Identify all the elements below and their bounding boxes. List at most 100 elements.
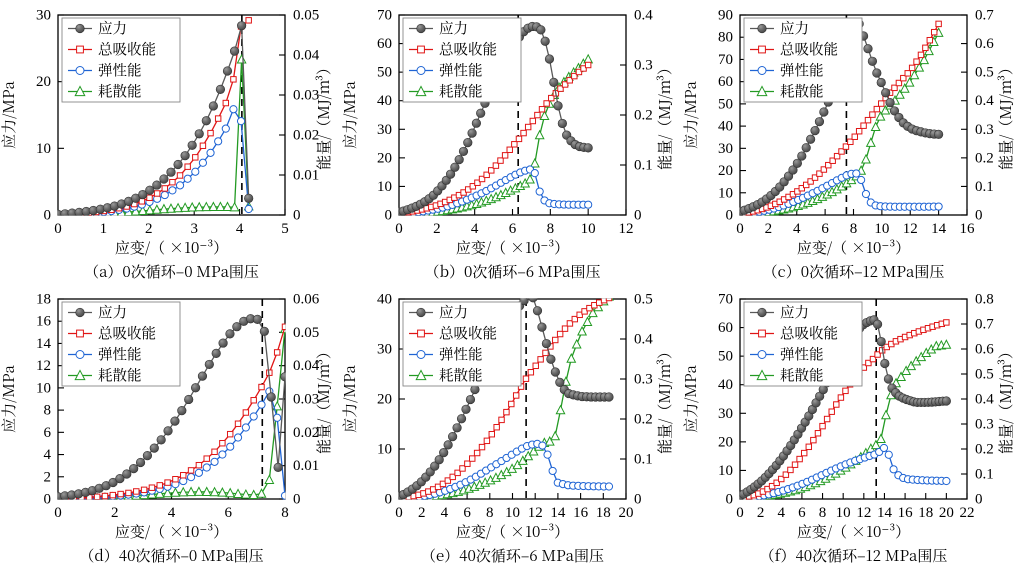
svg-text:弹性能: 弹性能 — [439, 344, 483, 365]
svg-text:能量/（MJ/m³）: 能量/（MJ/m³） — [313, 60, 334, 170]
svg-text:40: 40 — [377, 292, 392, 308]
svg-text:20: 20 — [377, 392, 392, 408]
svg-text:总吸收能: 总吸收能 — [439, 39, 497, 60]
svg-text:8: 8 — [486, 505, 494, 521]
svg-text:14: 14 — [36, 336, 52, 352]
svg-text:0: 0 — [54, 505, 62, 521]
svg-text:0.1: 0.1 — [634, 452, 653, 468]
svg-text:应变/（ ×10⁻³）: 应变/（ ×10⁻³） — [456, 237, 569, 258]
svg-text:60: 60 — [377, 36, 392, 52]
svg-text:0: 0 — [385, 208, 393, 224]
svg-text:（b）0次循环–6 MPa围压: （b）0次循环–6 MPa围压 — [424, 261, 600, 282]
svg-text:弹性能: 弹性能 — [98, 60, 142, 81]
svg-text:60: 60 — [718, 320, 733, 336]
svg-text:能量/（MJ/m³）: 能量/（MJ/m³） — [995, 60, 1016, 170]
svg-text:2: 2 — [433, 221, 441, 237]
svg-text:0: 0 — [634, 492, 642, 508]
svg-text:20: 20 — [938, 505, 953, 521]
svg-text:40: 40 — [718, 377, 733, 393]
svg-text:应力/MPa: 应力/MPa — [682, 364, 701, 432]
svg-text:10: 10 — [377, 442, 392, 458]
svg-text:70: 70 — [718, 52, 733, 68]
svg-text:耗散能: 耗散能 — [439, 81, 483, 102]
svg-text:10: 10 — [718, 463, 733, 479]
svg-text:能量/（MJ/m³）: 能量/（MJ/m³） — [654, 344, 675, 454]
svg-text:6: 6 — [821, 221, 829, 237]
svg-text:4: 4 — [793, 221, 801, 237]
svg-text:70: 70 — [718, 292, 733, 308]
svg-text:0.6: 0.6 — [975, 36, 994, 52]
svg-text:2: 2 — [145, 221, 153, 237]
svg-text:6: 6 — [44, 425, 52, 441]
svg-text:10: 10 — [377, 179, 392, 195]
svg-text:0: 0 — [395, 505, 403, 521]
svg-text:0.2: 0.2 — [975, 150, 994, 166]
svg-text:4: 4 — [471, 221, 479, 237]
svg-text:2: 2 — [764, 221, 772, 237]
svg-text:12: 12 — [528, 505, 543, 521]
svg-text:0.7: 0.7 — [975, 8, 994, 24]
svg-text:0.6: 0.6 — [975, 342, 994, 358]
svg-text:0.3: 0.3 — [634, 372, 653, 388]
svg-text:0.4: 0.4 — [975, 392, 994, 408]
svg-text:0: 0 — [725, 492, 733, 508]
svg-text:12: 12 — [902, 221, 917, 237]
svg-text:0: 0 — [44, 492, 52, 508]
svg-text:应力: 应力 — [780, 302, 809, 323]
svg-text:22: 22 — [959, 505, 974, 521]
svg-text:耗散能: 耗散能 — [780, 365, 824, 386]
svg-text:12: 12 — [36, 358, 51, 374]
svg-text:0.4: 0.4 — [975, 93, 994, 109]
svg-text:16: 16 — [573, 505, 589, 521]
svg-text:（e）40次循环–6 MPa围压: （e）40次循环–6 MPa围压 — [421, 545, 604, 566]
svg-text:30: 30 — [377, 122, 392, 138]
svg-text:0.5: 0.5 — [634, 292, 653, 308]
svg-text:总吸收能: 总吸收能 — [98, 39, 156, 60]
svg-text:90: 90 — [718, 8, 733, 24]
svg-text:6: 6 — [509, 221, 517, 237]
svg-text:应变/（ ×10⁻³）: 应变/（ ×10⁻³） — [456, 521, 569, 542]
svg-text:0.2: 0.2 — [975, 442, 994, 458]
svg-text:6: 6 — [463, 505, 471, 521]
svg-text:40: 40 — [718, 119, 733, 135]
svg-text:18: 18 — [596, 505, 611, 521]
svg-text:应变/（ ×10⁻³）: 应变/（ ×10⁻³） — [115, 521, 228, 542]
svg-text:总吸收能: 总吸收能 — [780, 39, 838, 60]
svg-text:8: 8 — [281, 505, 289, 521]
svg-text:（f）40次循环–12 MPa围压: （f）40次循环–12 MPa围压 — [759, 545, 947, 566]
svg-text:12: 12 — [619, 221, 634, 237]
svg-text:16: 16 — [36, 314, 52, 330]
svg-text:0: 0 — [725, 208, 733, 224]
svg-text:0.3: 0.3 — [975, 122, 994, 138]
svg-text:0.1: 0.1 — [975, 467, 994, 483]
svg-text:0.2: 0.2 — [634, 108, 653, 124]
svg-text:应变/（ ×10⁻³）: 应变/（ ×10⁻³） — [115, 237, 228, 258]
svg-text:40: 40 — [377, 93, 392, 109]
svg-text:应力: 应力 — [98, 18, 127, 39]
svg-text:应力/MPa: 应力/MPa — [682, 80, 701, 148]
svg-text:30: 30 — [718, 141, 733, 157]
svg-text:0.3: 0.3 — [634, 58, 653, 74]
svg-text:10: 10 — [835, 505, 850, 521]
svg-text:8: 8 — [849, 221, 857, 237]
svg-text:0.01: 0.01 — [293, 458, 319, 474]
svg-text:0: 0 — [975, 492, 983, 508]
svg-text:8: 8 — [44, 403, 52, 419]
svg-text:应力: 应力 — [780, 18, 809, 39]
svg-text:应力/MPa: 应力/MPa — [341, 80, 360, 148]
svg-text:10: 10 — [36, 380, 51, 396]
svg-text:耗散能: 耗散能 — [98, 81, 142, 102]
svg-text:50: 50 — [377, 65, 392, 81]
svg-text:10: 10 — [718, 185, 733, 201]
svg-text:20: 20 — [619, 505, 634, 521]
svg-text:0: 0 — [44, 208, 52, 224]
svg-text:能量/（MJ/m³）: 能量/（MJ/m³） — [313, 344, 334, 454]
svg-text:总吸收能: 总吸收能 — [98, 323, 156, 344]
svg-text:耗散能: 耗散能 — [98, 365, 142, 386]
svg-text:（c）0次循环–12 MPa围压: （c）0次循环–12 MPa围压 — [762, 261, 944, 282]
svg-text:应力: 应力 — [98, 302, 127, 323]
svg-text:2: 2 — [418, 505, 426, 521]
svg-text:应变/（ ×10⁻³）: 应变/（ ×10⁻³） — [796, 521, 909, 542]
svg-text:4: 4 — [168, 505, 176, 521]
svg-text:应力: 应力 — [439, 302, 468, 323]
